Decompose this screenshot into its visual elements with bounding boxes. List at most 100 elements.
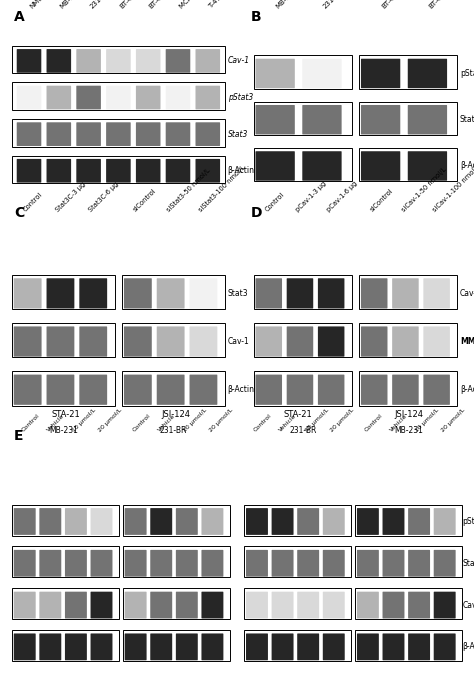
Text: 10 μmol/L: 10 μmol/L [415, 407, 440, 433]
FancyBboxPatch shape [125, 592, 146, 619]
FancyBboxPatch shape [195, 49, 220, 73]
FancyBboxPatch shape [166, 49, 190, 73]
FancyBboxPatch shape [383, 633, 404, 660]
FancyBboxPatch shape [190, 279, 218, 308]
FancyBboxPatch shape [46, 122, 71, 146]
Text: 20 μmol/L: 20 μmol/L [97, 407, 123, 433]
Text: 231-BR: 231-BR [160, 426, 187, 435]
FancyBboxPatch shape [383, 550, 404, 577]
Text: MB-231: MB-231 [59, 0, 82, 10]
FancyBboxPatch shape [246, 550, 268, 577]
FancyBboxPatch shape [125, 508, 146, 535]
FancyBboxPatch shape [39, 592, 61, 619]
Text: β-Actin: β-Actin [228, 385, 255, 394]
FancyBboxPatch shape [65, 550, 87, 577]
Text: BT-474: BT-474 [381, 0, 402, 10]
FancyBboxPatch shape [79, 327, 107, 357]
Bar [122, 323, 225, 358]
Bar [355, 630, 462, 661]
FancyBboxPatch shape [14, 508, 36, 535]
FancyBboxPatch shape [39, 508, 61, 535]
Text: Control: Control [20, 413, 40, 433]
FancyBboxPatch shape [201, 508, 223, 535]
FancyBboxPatch shape [46, 327, 74, 357]
FancyBboxPatch shape [297, 592, 319, 619]
FancyBboxPatch shape [361, 375, 387, 405]
FancyBboxPatch shape [125, 633, 146, 660]
FancyBboxPatch shape [255, 327, 282, 357]
Text: Control: Control [253, 413, 273, 433]
FancyBboxPatch shape [46, 86, 71, 110]
FancyBboxPatch shape [157, 327, 184, 357]
FancyBboxPatch shape [255, 279, 282, 308]
FancyBboxPatch shape [201, 550, 223, 577]
Text: Stat3C-6 μg: Stat3C-6 μg [88, 181, 120, 213]
Text: siCav-1-50 nmol/L: siCav-1-50 nmol/L [401, 166, 447, 213]
FancyBboxPatch shape [434, 508, 456, 535]
FancyBboxPatch shape [357, 633, 379, 660]
FancyBboxPatch shape [423, 327, 450, 357]
Text: pCav-1-3 μg: pCav-1-3 μg [295, 180, 328, 213]
FancyBboxPatch shape [91, 508, 112, 535]
FancyBboxPatch shape [17, 86, 41, 110]
Text: Control: Control [131, 413, 151, 433]
FancyBboxPatch shape [91, 633, 112, 660]
Text: β-Actin: β-Actin [460, 162, 474, 170]
FancyBboxPatch shape [79, 375, 107, 405]
Text: Stat3: Stat3 [228, 289, 248, 298]
FancyBboxPatch shape [136, 122, 161, 146]
FancyBboxPatch shape [383, 592, 404, 619]
FancyBboxPatch shape [318, 279, 345, 308]
FancyBboxPatch shape [106, 49, 131, 73]
Text: Stat3: Stat3 [460, 115, 474, 124]
FancyBboxPatch shape [423, 279, 450, 308]
FancyBboxPatch shape [297, 508, 319, 535]
FancyBboxPatch shape [17, 49, 41, 73]
Bar [254, 148, 352, 181]
FancyBboxPatch shape [14, 279, 42, 308]
Text: 10 μmol/L: 10 μmol/L [182, 407, 208, 433]
Text: BT-474-BR: BT-474-BR [428, 0, 457, 10]
Bar [123, 588, 230, 619]
Bar [254, 101, 352, 135]
FancyBboxPatch shape [65, 508, 87, 535]
FancyBboxPatch shape [408, 508, 430, 535]
Text: pStat3: pStat3 [460, 69, 474, 78]
Text: 10 μmol/L: 10 μmol/L [72, 407, 97, 433]
Text: 10 μmol/L: 10 μmol/L [304, 407, 329, 433]
Bar [244, 588, 351, 619]
Bar [359, 101, 457, 135]
Bar [355, 505, 462, 535]
FancyBboxPatch shape [255, 375, 282, 405]
FancyBboxPatch shape [302, 151, 342, 180]
FancyBboxPatch shape [323, 592, 345, 619]
Bar [254, 55, 352, 89]
Bar [254, 371, 352, 406]
FancyBboxPatch shape [150, 550, 172, 577]
FancyBboxPatch shape [323, 633, 345, 660]
FancyBboxPatch shape [157, 375, 184, 405]
Bar [12, 323, 115, 358]
Bar [12, 630, 119, 661]
FancyBboxPatch shape [357, 508, 379, 535]
FancyBboxPatch shape [14, 550, 36, 577]
Bar [12, 46, 225, 74]
FancyBboxPatch shape [46, 49, 71, 73]
Bar [359, 371, 457, 406]
Bar [12, 82, 225, 110]
Bar [12, 119, 225, 147]
Text: Vehicle: Vehicle [46, 413, 65, 433]
FancyBboxPatch shape [434, 550, 456, 577]
Text: β-Actin: β-Actin [462, 642, 474, 652]
FancyBboxPatch shape [361, 279, 387, 308]
FancyBboxPatch shape [14, 375, 42, 405]
Text: 20 μmol/L: 20 μmol/L [208, 407, 234, 433]
Text: MCF 7: MCF 7 [178, 0, 198, 10]
Text: T-47D: T-47D [208, 0, 227, 10]
Bar [12, 371, 115, 406]
Bar [359, 148, 457, 181]
FancyBboxPatch shape [46, 375, 74, 405]
Text: MB-231: MB-231 [49, 426, 78, 435]
FancyBboxPatch shape [323, 508, 345, 535]
Text: NMuMG: NMuMG [29, 0, 53, 10]
